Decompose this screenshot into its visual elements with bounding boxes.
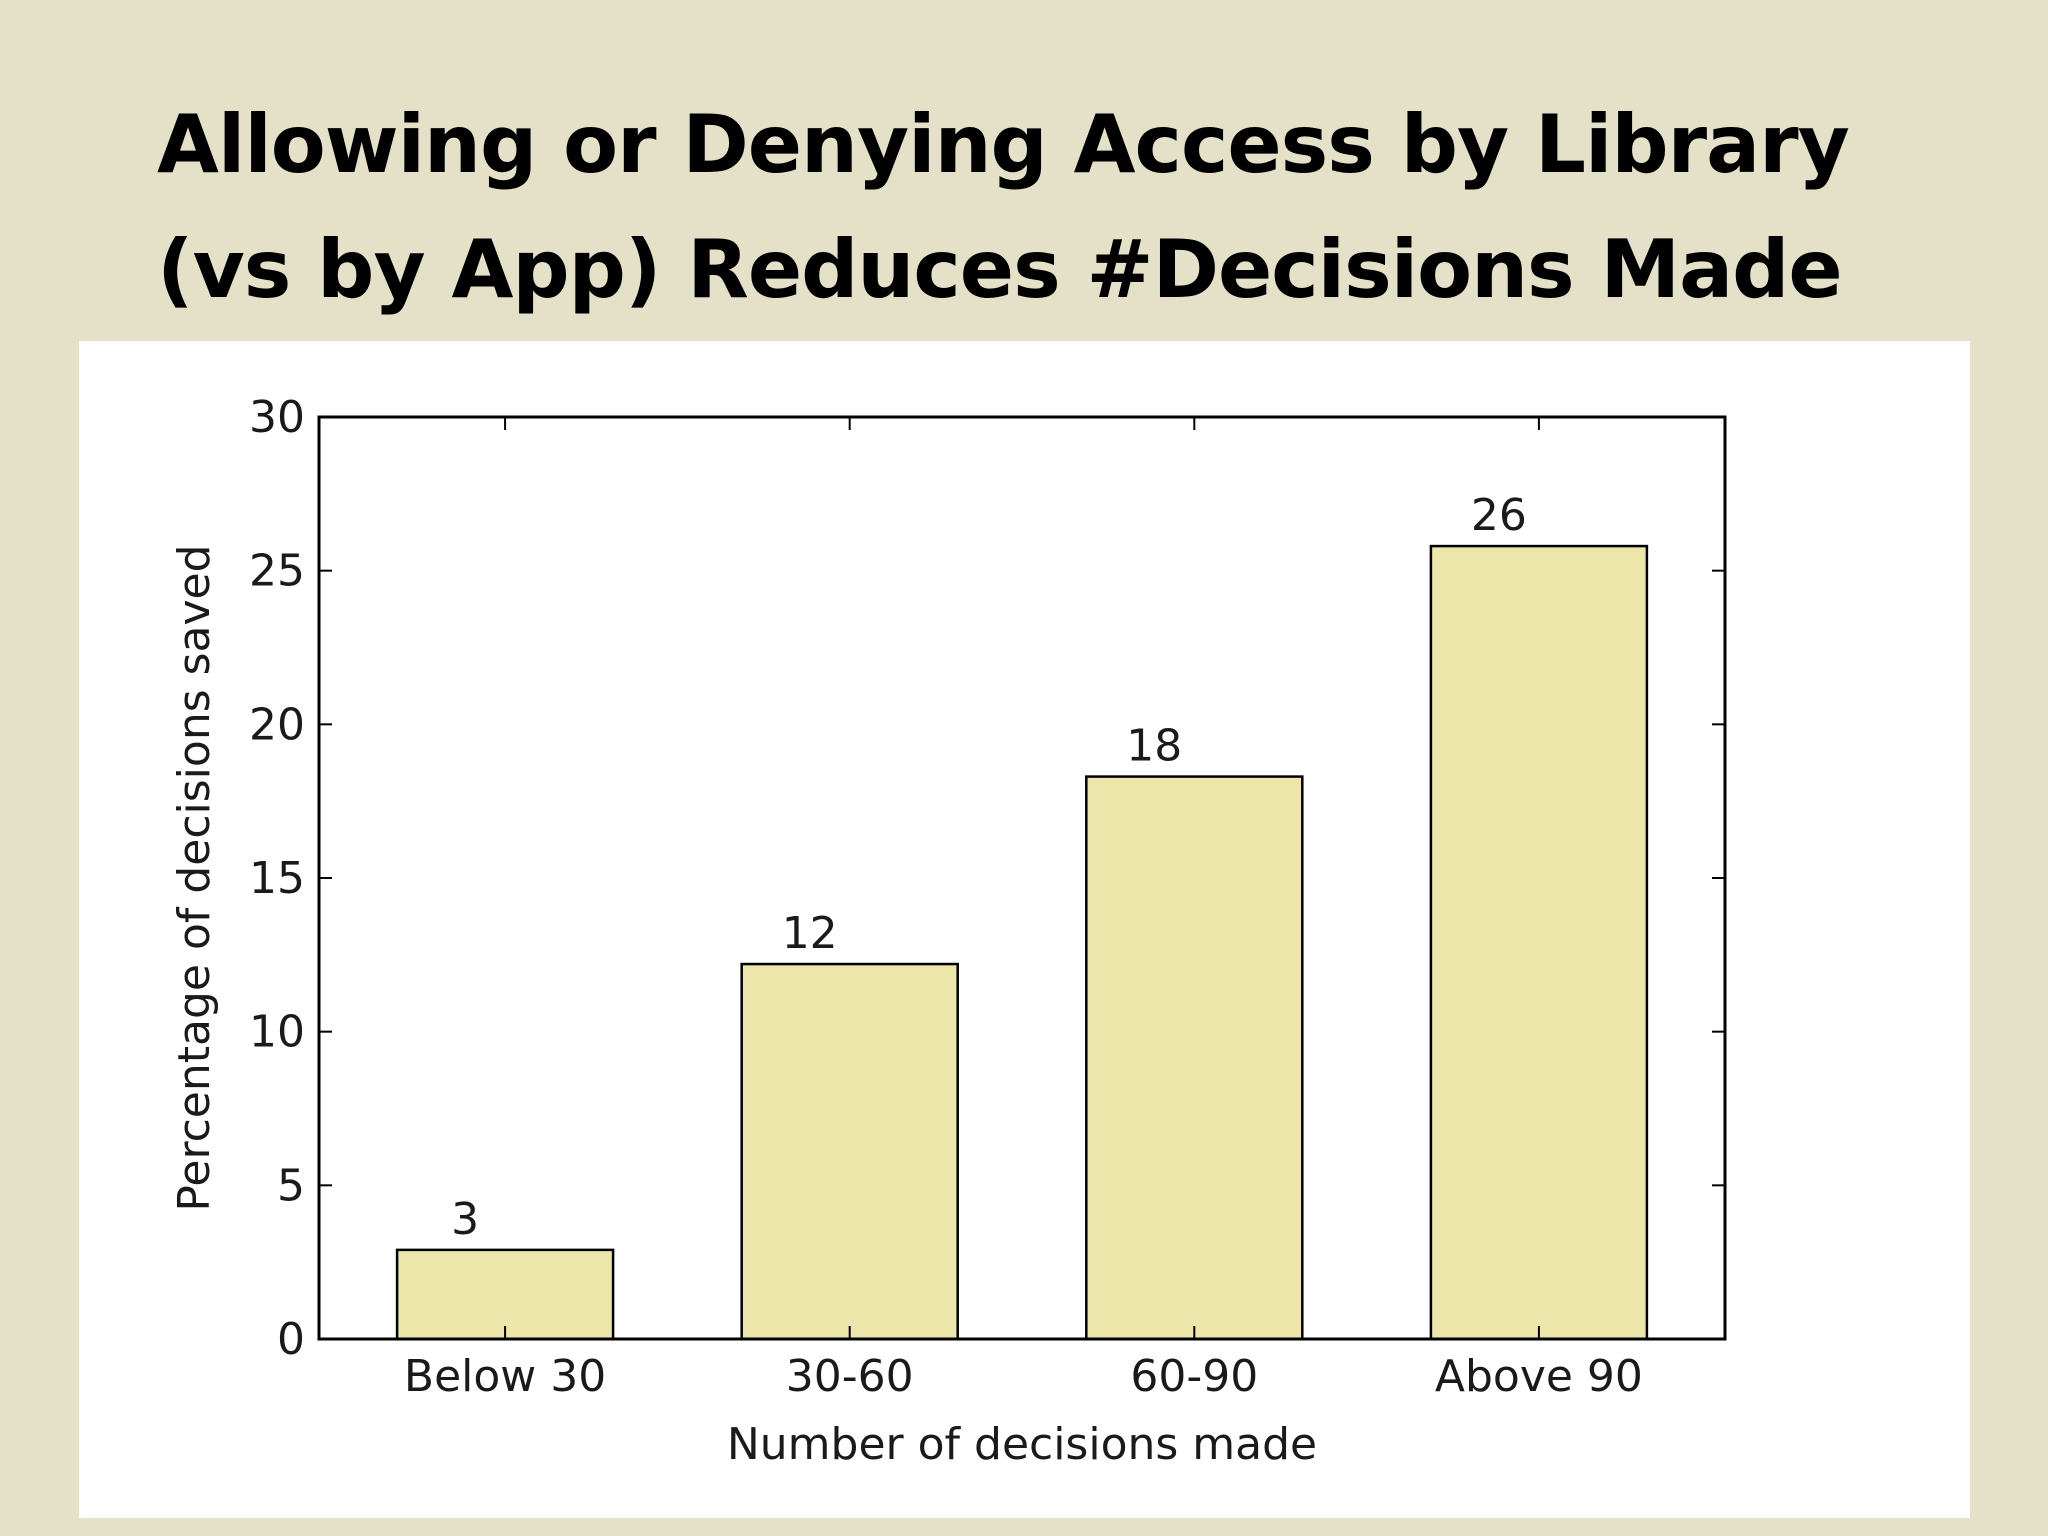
bars-layer <box>395 544 1649 1341</box>
slide-title: Allowing or Denying Access by Library (v… <box>157 82 2007 332</box>
chart-panel: 3 Below 30 12 30-60 18 60-90 26 Above 90 0 5 10 15 2… <box>79 341 1970 1518</box>
labels-layer: 3 Below 30 12 30-60 18 60-90 26 Above 90 0 5 10 15 2… <box>249 392 1643 1402</box>
bar-value-label: 3 <box>451 1194 479 1245</box>
slide-title-line-1: Allowing or Denying Access by Library <box>157 98 1850 191</box>
x-axis-label: Number of decisions made <box>727 1419 1317 1470</box>
slide-title-line-2: (vs by App) Reduces #Decisions Made <box>157 223 1843 316</box>
y-tick-label: 25 <box>249 546 305 597</box>
y-tick-label: 15 <box>249 853 305 904</box>
y-axis-label: Percentage of decisions saved <box>169 544 220 1211</box>
bar-1 <box>395 1248 615 1341</box>
plot-frame <box>317 415 1727 1341</box>
bar-2 <box>740 962 959 1341</box>
y-tick-label: 5 <box>277 1160 305 1211</box>
y-tick-label: 20 <box>249 699 305 750</box>
y-tick-label: 30 <box>249 392 305 443</box>
bar-value-label: 12 <box>782 908 838 959</box>
y-tick-label: 10 <box>249 1007 305 1058</box>
y-tick-label: 0 <box>277 1314 305 1365</box>
x-tick-label: Above 90 <box>1435 1351 1643 1402</box>
x-tick-label: 30-60 <box>786 1351 914 1402</box>
bar-4 <box>1429 544 1649 1341</box>
bar-3 <box>1085 775 1304 1341</box>
x-tick-label: Below 30 <box>404 1351 606 1402</box>
bar-value-label: 26 <box>1471 490 1527 541</box>
bar-value-label: 18 <box>1126 721 1182 772</box>
bar-chart: 3 Below 30 12 30-60 18 60-90 26 Above 90 0 5 10 15 2… <box>169 392 1727 1470</box>
x-tick-label: 60-90 <box>1130 1351 1258 1402</box>
